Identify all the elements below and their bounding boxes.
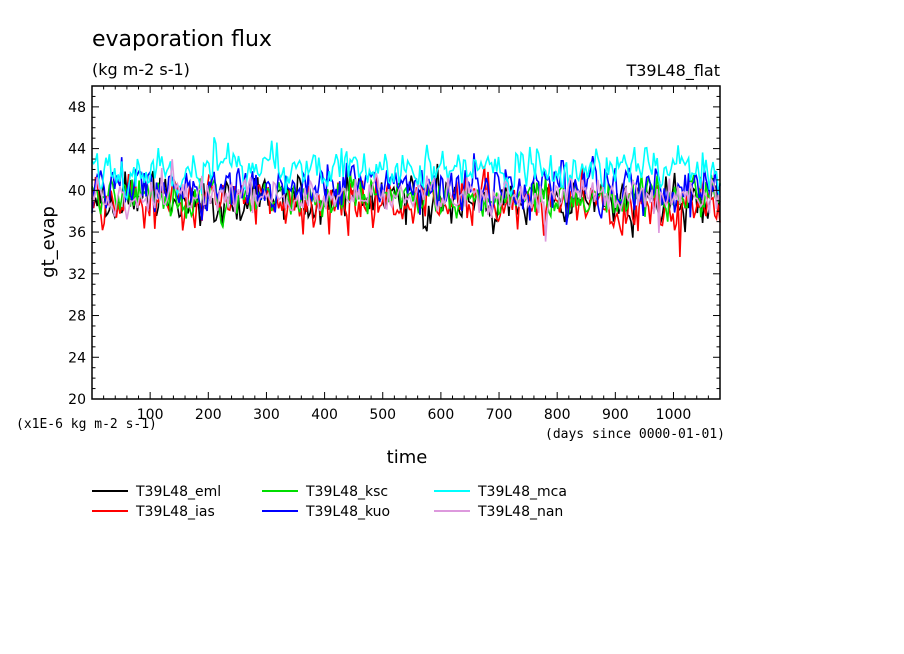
y-tick-label: 44 [68, 142, 86, 158]
x-tick-label: 600 [428, 407, 455, 423]
plot-frame [91, 85, 721, 400]
x-axis: 100 200 300 400 500 600 700 800 900 1000 [103, 86, 721, 423]
legend-label: T39L48_nan [477, 504, 563, 520]
x-tick-label: 100 [137, 407, 164, 423]
legend-label: T39L48_ias [135, 504, 215, 520]
x-units-note: (days since 0000-01-01) [545, 427, 725, 442]
series-layer [91, 137, 721, 258]
y-tick-label: 40 [68, 183, 86, 199]
series-line-T39L48_nan [91, 159, 721, 242]
y-axis-label: gt_evap [38, 206, 59, 278]
chart-unit-label: (kg m-2 s-1) [92, 60, 190, 79]
legend-label: T39L48_kuo [305, 504, 390, 520]
x-tick-label: 400 [311, 407, 338, 423]
y-scale-note: (x1E-6 kg m-2 s-1) [16, 417, 157, 432]
series-line-T39L48_ksc [91, 171, 721, 230]
run-label: T39L48_flat [625, 61, 720, 81]
series-line-T39L48_mca [91, 137, 721, 201]
x-axis-label: time [387, 447, 428, 468]
y-tick-label: 32 [68, 267, 86, 283]
x-tick-label: 300 [253, 407, 280, 423]
legend: T39L48_eml T39L48_ksc T39L48_mca T39L48_ias… [92, 484, 567, 520]
y-tick-label: 36 [68, 225, 86, 241]
legend-label: T39L48_mca [477, 484, 567, 500]
x-tick-label: 700 [486, 407, 513, 423]
x-tick-label: 200 [195, 407, 222, 423]
chart-title: evaporation flux [92, 27, 272, 52]
y-tick-label: 24 [68, 350, 86, 366]
y-tick-label: 48 [68, 100, 86, 116]
x-tick-label: 900 [602, 407, 629, 423]
legend-label: T39L48_ksc [305, 484, 388, 500]
y-axis: 20 24 28 32 36 40 44 48 [68, 85, 720, 408]
y-tick-label: 28 [68, 309, 86, 325]
legend-label: T39L48_eml [135, 484, 221, 500]
x-tick-label: 500 [369, 407, 396, 423]
y-tick-label: 20 [68, 392, 86, 408]
series-line-T39L48_kuo [91, 153, 721, 225]
x-tick-label: 800 [544, 407, 571, 423]
x-tick-label: 1000 [656, 407, 692, 423]
series-line-T39L48_ias [91, 163, 721, 258]
